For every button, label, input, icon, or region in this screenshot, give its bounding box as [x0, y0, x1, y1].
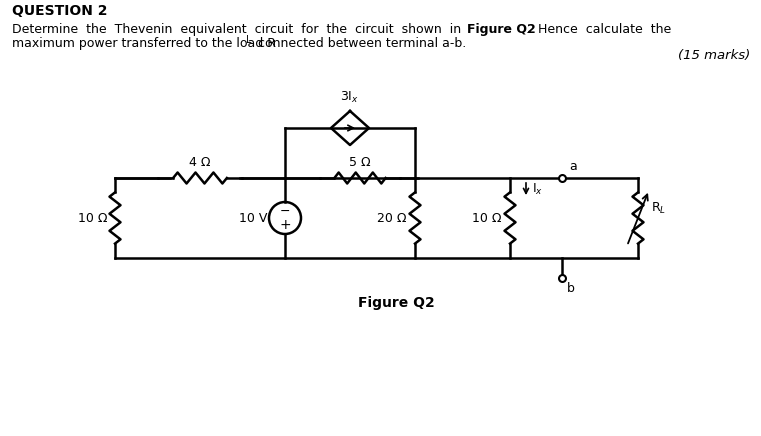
Text: I$_x$: I$_x$: [532, 181, 543, 197]
Text: 10 V: 10 V: [239, 211, 267, 225]
Text: 3I$_x$: 3I$_x$: [340, 90, 359, 105]
Text: Determine  the  Thevenin  equivalent  circuit  for  the  circuit  shown  in: Determine the Thevenin equivalent circui…: [12, 23, 469, 36]
Text: .  Hence  calculate  the: . Hence calculate the: [526, 23, 671, 36]
Text: 5 Ω: 5 Ω: [349, 156, 371, 169]
Text: connected between terminal a-b.: connected between terminal a-b.: [254, 37, 466, 50]
Text: 20 Ω: 20 Ω: [377, 211, 406, 225]
Text: R$_L$: R$_L$: [651, 201, 666, 215]
Text: Figure Q2: Figure Q2: [358, 296, 435, 310]
Text: 4 Ω: 4 Ω: [189, 156, 211, 169]
Text: b: b: [567, 282, 575, 295]
Text: 10 Ω: 10 Ω: [78, 211, 108, 225]
Text: QUESTION 2: QUESTION 2: [12, 4, 107, 18]
Text: (15 marks): (15 marks): [678, 49, 750, 62]
Text: 10 Ω: 10 Ω: [473, 211, 501, 225]
Text: maximum power transferred to the load R: maximum power transferred to the load R: [12, 37, 276, 50]
Text: +: +: [279, 218, 291, 232]
Text: L: L: [246, 35, 251, 45]
Text: Figure Q2: Figure Q2: [467, 23, 536, 36]
Text: −: −: [280, 204, 290, 218]
Text: a: a: [569, 160, 577, 173]
